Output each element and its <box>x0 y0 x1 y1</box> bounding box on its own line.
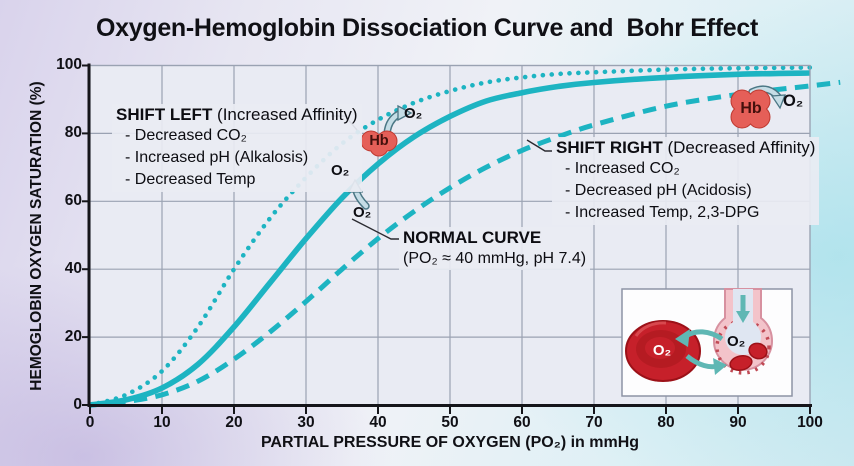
shift-right-item: - Increased Temp, 2,3-DPG <box>565 204 760 221</box>
hb-molecule-small <box>360 130 398 157</box>
hb-molecule-large <box>730 89 771 129</box>
normal-curve-pointer-line <box>351 218 399 240</box>
shift-right-pointer-line <box>526 139 552 152</box>
x-tick-label: 80 <box>657 414 675 431</box>
o2-label-mid: O₂ <box>331 162 350 179</box>
shift-left-item: - Decreased Temp <box>125 171 256 188</box>
shift-left-item: - Increased pH (Alkalosis) <box>125 149 309 166</box>
shift-right-annotation: SHIFT RIGHT (Decreased Affinity) - Incre… <box>552 137 820 225</box>
o2-label-release: O₂ <box>783 92 804 110</box>
hb-label-large: Hb <box>740 100 762 117</box>
normal-curve-annotation: NORMAL CURVE (PO₂ ≈ 40 mmHg, pH 7.4) <box>399 227 591 270</box>
x-tick-label: 40 <box>369 414 387 431</box>
shift-right-item: - Increased CO₂ <box>565 160 680 177</box>
gas-exchange-inset <box>621 288 793 397</box>
curve-solid <box>89 70 811 408</box>
rbc-in-alveolus <box>729 355 753 371</box>
x-tick-label: 20 <box>225 414 243 431</box>
chart-title: Oxygen-Hemoglobin Dissociation Curve and… <box>96 14 758 42</box>
y-tick-label: 60 <box>64 191 82 209</box>
o2-exchange-arrows <box>675 329 727 375</box>
y-tick-label: 80 <box>64 123 82 141</box>
x-axis-title: PARTIAL PRESSURE OF OXYGEN (PO₂) in mmHg <box>260 434 640 451</box>
y-tick-label: 100 <box>56 56 82 73</box>
inset-rbc-o2-label: O₂ <box>652 342 672 359</box>
hb-label-small: Hb <box>369 133 389 149</box>
alveolus-illustration <box>713 288 773 375</box>
x-tick-label: 70 <box>585 414 603 431</box>
normal-curve-heading: NORMAL CURVE <box>403 228 542 247</box>
curve-dashed <box>89 79 841 408</box>
tick-marks <box>82 64 811 414</box>
shift-right-item: - Decreased pH (Acidosis) <box>565 182 752 199</box>
shift-left-item: - Decreased CO₂ <box>125 127 247 144</box>
shift-right-heading: SHIFT RIGHT (Decreased Affinity) <box>556 138 816 157</box>
x-tick-label: 10 <box>153 414 171 431</box>
x-tick-label: 100 <box>797 414 823 431</box>
air-down-arrow <box>736 295 750 323</box>
shift-left-heading: SHIFT LEFT (Increased Affinity) <box>116 105 358 124</box>
x-tick-label: 0 <box>85 414 95 431</box>
y-tick-label: 0 <box>73 395 82 413</box>
x-tick-label: 50 <box>441 414 459 431</box>
o2-label-low: O₂ <box>353 204 372 221</box>
x-tick-label: 60 <box>513 414 531 431</box>
inset-alveolus-o2-label: O₂ <box>727 333 746 350</box>
normal-curve-subtitle: (PO₂ ≈ 40 mmHg, pH 7.4) <box>403 250 587 267</box>
rbc-in-alveolus <box>748 342 768 360</box>
curve-dotted <box>87 65 813 408</box>
y-tick-label: 40 <box>64 259 82 277</box>
x-tick-label: 90 <box>729 414 747 431</box>
axes <box>87 63 812 407</box>
shift-left-annotation: SHIFT LEFT (Increased Affinity) - Decrea… <box>112 104 362 192</box>
x-tick-label: 30 <box>297 414 315 431</box>
o2-label-top: O₂ <box>404 105 423 122</box>
y-tick-label: 20 <box>64 327 82 345</box>
